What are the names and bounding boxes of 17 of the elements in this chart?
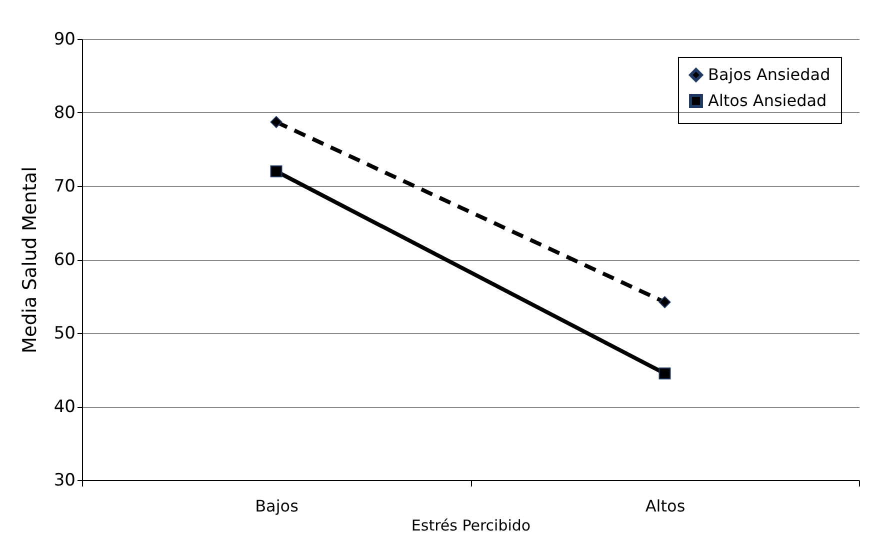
y-axis-title: Media Salud Mental bbox=[18, 166, 41, 354]
point bbox=[658, 296, 671, 308]
x-tick-label: Bajos bbox=[255, 496, 298, 516]
y-tick-label: 50 bbox=[54, 324, 76, 344]
point bbox=[270, 116, 282, 128]
x-tick-label: Altos bbox=[645, 496, 686, 516]
legend-label: Bajos Ansiedad bbox=[708, 65, 830, 84]
point bbox=[658, 367, 671, 380]
y-tick-label: 60 bbox=[54, 250, 76, 270]
y-tick-label: 40 bbox=[54, 397, 76, 417]
y-tick-label: 30 bbox=[54, 470, 76, 490]
y-tick-label: 80 bbox=[54, 103, 76, 123]
x-axis-title: Estrés Percibido bbox=[411, 516, 531, 534]
y-tick-label: 70 bbox=[54, 176, 76, 196]
point bbox=[270, 165, 282, 178]
y-tick-label: 90 bbox=[54, 30, 76, 50]
legend-label: Altos Ansiedad bbox=[708, 91, 827, 110]
